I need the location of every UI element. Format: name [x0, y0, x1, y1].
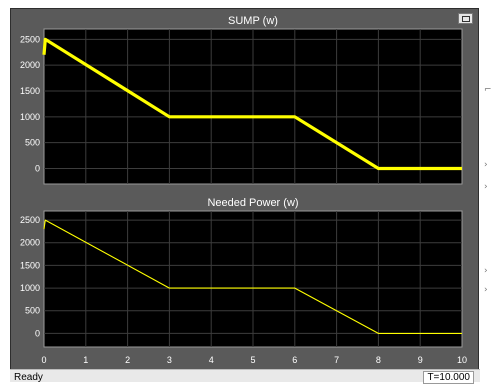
chart-0-ytick-label: 2000 — [20, 60, 40, 70]
chart-1-ytick-label: 1500 — [20, 260, 40, 270]
status-text: Ready — [14, 372, 43, 383]
chart-1-ytick-label: 2000 — [20, 238, 40, 248]
chart-1-ytick-label: 0 — [35, 328, 40, 338]
edge-marker-icon: › — [484, 285, 488, 295]
chart-1-xtick-label: 4 — [209, 355, 214, 365]
chart-1-xtick-label: 3 — [167, 355, 172, 365]
chart-0-series-0-line — [42, 37, 462, 171]
chart-1-xtick-label: 7 — [334, 355, 339, 365]
chart-1-xtick-label: 2 — [125, 355, 130, 365]
chart-0-ytick-label: 0 — [35, 164, 40, 174]
chart-1-ytick-label: 2500 — [20, 215, 40, 225]
simulation-time: T=10.000 — [423, 371, 474, 384]
status-bar: Ready T=10.000 — [10, 369, 480, 384]
edge-marker-icon: › — [484, 182, 488, 192]
chart-1-xtick-label: 10 — [457, 355, 467, 365]
chart-0-ytick-label: 1500 — [20, 86, 40, 96]
chart-1-series-0-line — [43, 219, 462, 334]
edge-marker-icon: › — [484, 266, 488, 276]
chart-1-xtick-label: 5 — [250, 355, 255, 365]
chart-1-xtick-label: 8 — [376, 355, 381, 365]
chart-0-title: SUMP (w) — [228, 15, 278, 27]
chart-1-xtick-label: 1 — [83, 355, 88, 365]
restore-window-icon[interactable] — [458, 13, 473, 24]
chart-0-ytick-label: 1000 — [20, 112, 40, 122]
chart-1-xtick-label: 6 — [292, 355, 297, 365]
edge-marker-icon: › — [484, 160, 488, 170]
chart-1-ytick-label: 1000 — [20, 283, 40, 293]
chart-0-ytick-label: 2500 — [20, 34, 40, 44]
chart-1-title: Needed Power (w) — [207, 197, 298, 209]
chart-1-ytick-label: 500 — [25, 306, 40, 316]
chart-1-xtick-label: 9 — [418, 355, 423, 365]
chart-0-ytick-label: 500 — [25, 138, 40, 148]
edge-marker-icon: ⌐ — [484, 85, 492, 95]
scope-frame: SUMP (w) 0 500 1000 1500 2000 2500 Needed Power… — [10, 8, 479, 371]
chart-1-xtick-label: 0 — [41, 355, 46, 365]
